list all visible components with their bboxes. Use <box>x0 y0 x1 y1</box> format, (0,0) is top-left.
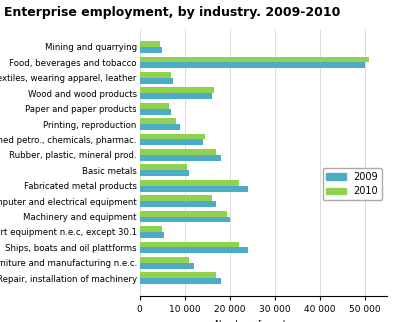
Bar <box>140 155 221 161</box>
Bar <box>140 195 211 201</box>
Bar <box>140 180 239 186</box>
Bar <box>140 103 169 109</box>
Bar <box>140 41 160 47</box>
Bar <box>140 263 194 269</box>
Bar <box>140 78 174 84</box>
Bar <box>140 93 211 99</box>
Bar <box>140 278 221 284</box>
X-axis label: Number of employees: Number of employees <box>215 320 311 322</box>
Bar <box>140 149 216 155</box>
Bar <box>140 201 216 207</box>
Bar <box>140 247 248 253</box>
Bar <box>140 186 248 192</box>
Bar <box>140 139 203 145</box>
Bar <box>140 109 171 115</box>
Bar <box>140 272 216 278</box>
Bar <box>140 134 205 139</box>
Bar <box>140 87 214 93</box>
Bar <box>140 57 369 62</box>
Bar <box>140 118 176 124</box>
Bar <box>140 217 229 223</box>
Bar <box>140 72 171 78</box>
Bar <box>140 226 162 232</box>
Bar <box>140 62 365 68</box>
Bar <box>140 124 180 130</box>
Bar <box>140 165 187 170</box>
Legend: 2009, 2010: 2009, 2010 <box>322 168 382 200</box>
Bar <box>140 232 164 238</box>
Text: Enterprise employment, by industry. 2009-2010: Enterprise employment, by industry. 2009… <box>4 6 340 19</box>
Bar <box>140 242 239 247</box>
Bar <box>140 47 162 53</box>
Bar <box>140 257 189 263</box>
Bar <box>140 211 227 217</box>
Bar <box>140 170 189 176</box>
